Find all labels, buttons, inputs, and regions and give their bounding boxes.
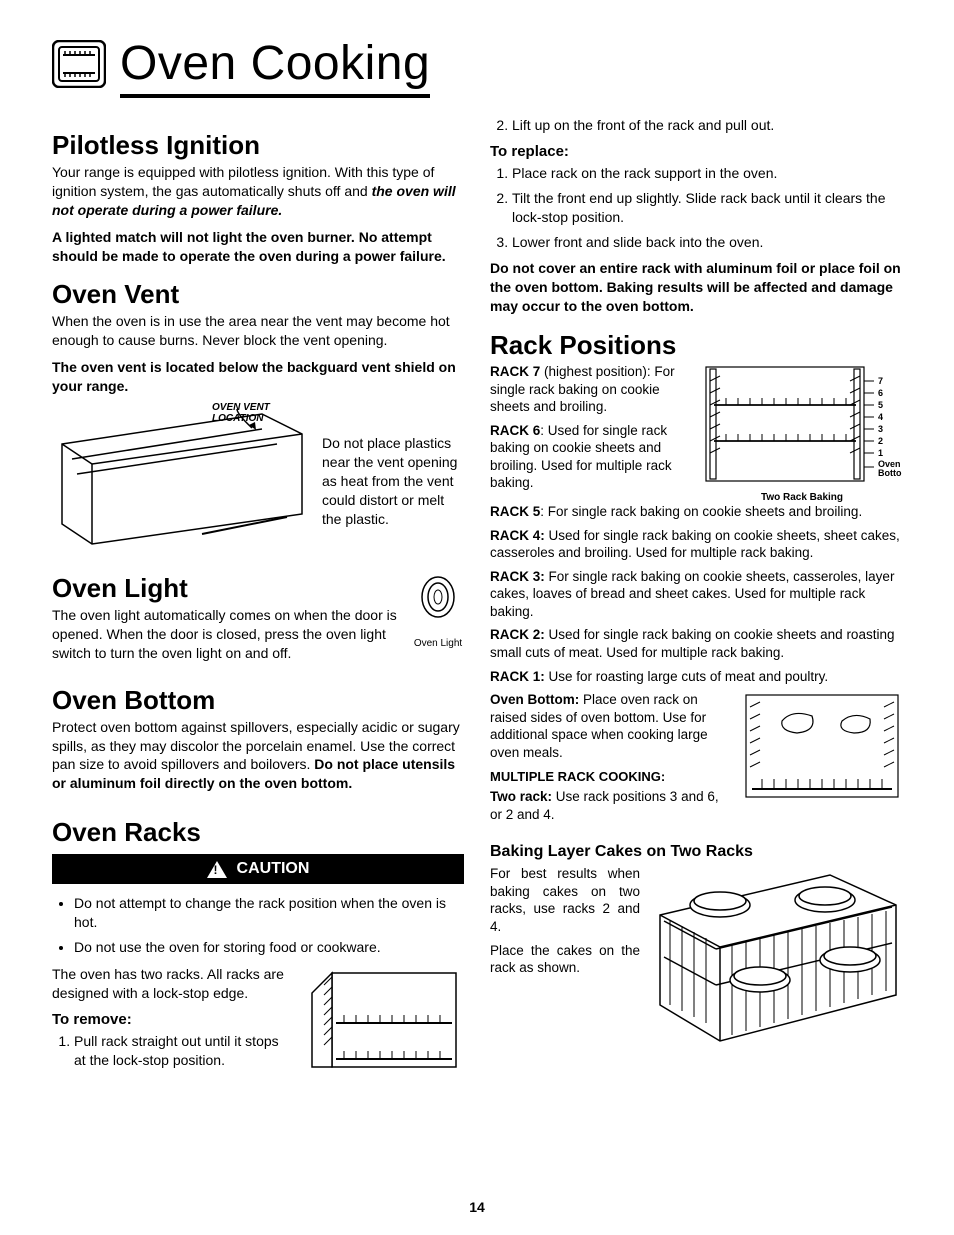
vent-label: OVEN VENT LOCATION [212, 402, 292, 424]
svg-text:2: 2 [878, 436, 883, 446]
oven-bottom-diagram [742, 691, 902, 801]
two-rack-diagram: 7 6 5 4 3 2 1 Oven Bottom [702, 363, 902, 485]
replace-item-1: Place rack on the rack support in the ov… [512, 164, 902, 183]
vent-figure: OVEN VENT LOCATION [52, 404, 464, 559]
oven-bottom-rack: Oven Bottom: Place oven rack on raised s… [490, 691, 732, 761]
svg-text:1: 1 [878, 448, 883, 458]
page-title: Oven Cooking [120, 37, 430, 98]
caution-list: Do not attempt to change the rack positi… [52, 894, 464, 957]
rack2-text: Used for single rack baking on cookie sh… [490, 627, 894, 660]
replace-heading: To replace: [490, 143, 902, 160]
ovbot-label: Oven Bottom: [490, 692, 579, 707]
vent-p3: Do not place plastics near the vent open… [322, 404, 464, 528]
svg-text:4: 4 [878, 412, 883, 422]
two-rack-caption: Two Rack Baking [702, 492, 902, 503]
heading-light: Oven Light [52, 573, 402, 604]
replace-list: Place rack on the rack support in the ov… [490, 164, 902, 252]
caution-item-2: Do not use the oven for storing food or … [74, 938, 464, 957]
remove-cont-list: Lift up on the front of the rack and pul… [490, 116, 902, 135]
rack1: RACK 1: Use for roasting large cuts of m… [490, 668, 902, 686]
two-rack-label: Two rack: [490, 789, 552, 804]
rack1-label: RACK 1: [490, 669, 545, 684]
vent-diagram [52, 404, 312, 554]
layer-cakes-diagram [650, 865, 900, 1045]
vent-p2: The oven vent is located below the backg… [52, 358, 464, 396]
heading-bottom: Oven Bottom [52, 685, 464, 716]
rack7-label: RACK 7 [490, 364, 544, 379]
heading-rackpos: Rack Positions [490, 330, 902, 361]
remove-item-1: Pull rack straight out until it stops at… [74, 1032, 292, 1070]
rack2: RACK 2: Used for single rack baking on c… [490, 626, 902, 661]
rack2-label: RACK 2: [490, 627, 545, 642]
svg-text:Bottom: Bottom [878, 468, 902, 478]
rack7: RACK 7 (highest position): For single ra… [490, 363, 692, 416]
rack-remove-diagram [304, 965, 464, 1075]
layer-p1: For best results when baking cakes on tw… [490, 865, 640, 935]
page-number: 14 [0, 1199, 954, 1215]
rack4-label: RACK 4: [490, 528, 545, 543]
svg-text:6: 6 [878, 388, 883, 398]
pilotless-p1: Your range is equipped with pilotless ig… [52, 163, 464, 220]
rack1-text: Use for roasting large cuts of meat and … [545, 669, 828, 684]
vent-p1: When the oven is in use the area near th… [52, 312, 464, 350]
remove-heading: To remove: [52, 1011, 292, 1028]
svg-text:3: 3 [878, 424, 883, 434]
caution-banner: CAUTION [52, 854, 464, 884]
caution-item-1: Do not attempt to change the rack positi… [74, 894, 464, 932]
rack4-text: Used for single rack baking on cookie sh… [490, 528, 900, 561]
rack5-label: RACK 5 [490, 504, 540, 519]
pilotless-p2: A lighted match will not light the oven … [52, 228, 464, 266]
svg-text:5: 5 [878, 400, 883, 410]
warning-icon [207, 861, 227, 878]
remove-list: Pull rack straight out until it stops at… [52, 1032, 292, 1070]
multi-heading: MULTIPLE RACK COOKING: [490, 769, 732, 784]
two-rack: Two rack: Use rack positions 3 and 6, or… [490, 788, 732, 823]
caution-label: CAUTION [237, 860, 310, 878]
page-header: Oven Cooking [52, 40, 902, 88]
racks-p1: The oven has two racks. All racks are de… [52, 965, 292, 1003]
oven-icon [52, 40, 106, 88]
layer-heading: Baking Layer Cakes on Two Racks [490, 843, 902, 861]
oven-light-icon [418, 575, 458, 631]
replace-item-3: Lower front and slide back into the oven… [512, 233, 902, 252]
rack5-text: : For single rack baking on cookie sheet… [540, 504, 862, 519]
rack6-label: RACK 6 [490, 423, 540, 438]
layer-p2: Place the cakes on the rack as shown. [490, 942, 640, 977]
heading-vent: Oven Vent [52, 279, 464, 310]
heading-racks: Oven Racks [52, 817, 464, 848]
heading-pilotless: Pilotless Ignition [52, 130, 464, 161]
rack3: RACK 3: For single rack baking on cookie… [490, 568, 902, 621]
rack3-text: For single rack baking on cookie sheets,… [490, 569, 894, 619]
right-column: Lift up on the front of the rack and pul… [490, 116, 902, 1080]
rack3-label: RACK 3: [490, 569, 545, 584]
rack6: RACK 6: Used for single rack baking on c… [490, 422, 692, 492]
light-p1: The oven light automatically comes on wh… [52, 606, 402, 663]
remove-item-2: Lift up on the front of the rack and pul… [512, 116, 902, 135]
left-column: Pilotless Ignition Your range is equippe… [52, 116, 464, 1080]
svg-text:7: 7 [878, 376, 883, 386]
replace-item-2: Tilt the front end up slightly. Slide ra… [512, 189, 902, 227]
light-caption: Oven Light [412, 638, 464, 649]
rack4: RACK 4: Used for single rack baking on c… [490, 527, 902, 562]
foil-warning: Do not cover an entire rack with aluminu… [490, 259, 902, 316]
rack5: RACK 5: For single rack baking on cookie… [490, 503, 902, 521]
bottom-p1: Protect oven bottom against spillovers, … [52, 718, 464, 794]
